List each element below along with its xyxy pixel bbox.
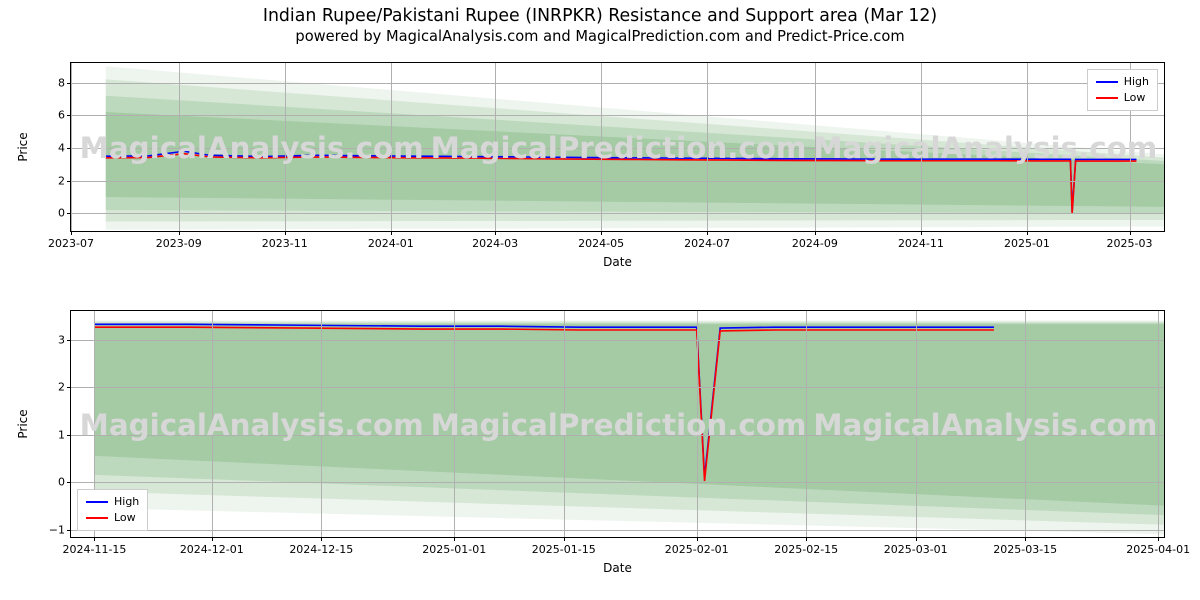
figure-subtitle: powered by MagicalAnalysis.com and Magic… xyxy=(0,28,1200,45)
legend-label: High xyxy=(114,494,139,510)
x-tick-label: 2024-12-01 xyxy=(180,537,244,556)
gridline-v xyxy=(806,311,807,537)
y-tick-label: −1 xyxy=(49,523,71,536)
legend-item: Low xyxy=(1096,90,1149,106)
gridline-v xyxy=(454,311,455,537)
gridline-h xyxy=(71,530,1164,531)
x-tick-label: 2024-03 xyxy=(472,231,518,250)
chart-panel-bottom: MagicalAnalysis.comMagicalPrediction.com… xyxy=(70,310,1165,538)
gridline-h xyxy=(71,435,1164,436)
x-tick-label: 2025-01-15 xyxy=(532,537,596,556)
x-tick-label: 2024-05 xyxy=(578,231,624,250)
legend-item: High xyxy=(1096,74,1149,90)
legend-swatch xyxy=(1096,81,1118,83)
plot-area-top: MagicalAnalysis.comMagicalPrediction.com… xyxy=(71,63,1164,231)
gridline-v xyxy=(321,311,322,537)
y-tick-label: 4 xyxy=(58,142,71,155)
x-tick-label: 2024-11 xyxy=(898,231,944,250)
gridline-h xyxy=(71,83,1164,84)
x-tick-label: 2023-11 xyxy=(262,231,308,250)
gridline-v xyxy=(71,63,72,231)
y-tick-label: 8 xyxy=(58,76,71,89)
x-tick-label: 2024-12-15 xyxy=(289,537,353,556)
x-tick-label: 2024-01 xyxy=(368,231,414,250)
y-tick-label: 1 xyxy=(58,428,71,441)
gridline-h xyxy=(71,482,1164,483)
x-tick-label: 2024-09 xyxy=(792,231,838,250)
plot-area-bottom: MagicalAnalysis.comMagicalPrediction.com… xyxy=(71,311,1164,537)
y-tick-label: 2 xyxy=(58,174,71,187)
x-tick-label: 2024-11-15 xyxy=(62,537,126,556)
gridline-v xyxy=(815,63,816,231)
gridline-v xyxy=(1027,63,1028,231)
gridline-v xyxy=(697,311,698,537)
y-axis-label-top: Price xyxy=(16,132,30,161)
gridline-h xyxy=(71,213,1164,214)
legend-label: Low xyxy=(114,510,136,526)
legend-top: HighLow xyxy=(1087,69,1158,111)
legend-item: Low xyxy=(86,510,139,526)
legend-label: Low xyxy=(1124,90,1146,106)
gridline-v xyxy=(1158,311,1159,537)
x-tick-label: 2025-04-01 xyxy=(1126,537,1190,556)
gridline-h xyxy=(71,387,1164,388)
legend-swatch xyxy=(1096,97,1118,99)
gridline-v xyxy=(285,63,286,231)
gridline-v xyxy=(921,63,922,231)
legend-swatch xyxy=(86,517,108,519)
legend-bottom: HighLow xyxy=(77,489,148,531)
x-tick-label: 2023-09 xyxy=(156,231,202,250)
x-tick-label: 2025-02-15 xyxy=(774,537,838,556)
gridline-h xyxy=(71,148,1164,149)
x-axis-label-top: Date xyxy=(603,255,632,269)
x-axis-label-bottom: Date xyxy=(603,561,632,575)
x-tick-label: 2025-01-01 xyxy=(422,537,486,556)
chart-panel-top: MagicalAnalysis.comMagicalPrediction.com… xyxy=(70,62,1165,232)
y-tick-label: 2 xyxy=(58,381,71,394)
gridline-v xyxy=(707,63,708,231)
series-svg-bottom xyxy=(71,311,1164,537)
y-tick-label: 3 xyxy=(58,333,71,346)
y-axis-label-bottom: Price xyxy=(16,409,30,438)
y-tick-label: 0 xyxy=(58,207,71,220)
gridline-v xyxy=(916,311,917,537)
x-tick-label: 2025-03 xyxy=(1107,231,1153,250)
x-tick-label: 2025-02-01 xyxy=(665,537,729,556)
gridline-v xyxy=(601,63,602,231)
series-svg-top xyxy=(71,63,1164,231)
gridline-v xyxy=(179,63,180,231)
gridline-v xyxy=(391,63,392,231)
y-tick-label: 0 xyxy=(58,476,71,489)
gridline-v xyxy=(212,311,213,537)
gridline-v xyxy=(1025,311,1026,537)
gridline-h xyxy=(71,181,1164,182)
gridline-h xyxy=(71,115,1164,116)
x-tick-label: 2023-07 xyxy=(48,231,94,250)
y-tick-label: 6 xyxy=(58,109,71,122)
legend-item: High xyxy=(86,494,139,510)
gridline-v xyxy=(564,311,565,537)
legend-label: High xyxy=(1124,74,1149,90)
x-tick-label: 2025-03-15 xyxy=(993,537,1057,556)
x-tick-label: 2025-03-01 xyxy=(884,537,948,556)
x-tick-label: 2025-01 xyxy=(1004,231,1050,250)
x-tick-label: 2024-07 xyxy=(684,231,730,250)
gridline-h xyxy=(71,340,1164,341)
gridline-v xyxy=(495,63,496,231)
legend-swatch xyxy=(86,501,108,503)
figure: Indian Rupee/Pakistani Rupee (INRPKR) Re… xyxy=(0,0,1200,600)
figure-title: Indian Rupee/Pakistani Rupee (INRPKR) Re… xyxy=(0,6,1200,26)
